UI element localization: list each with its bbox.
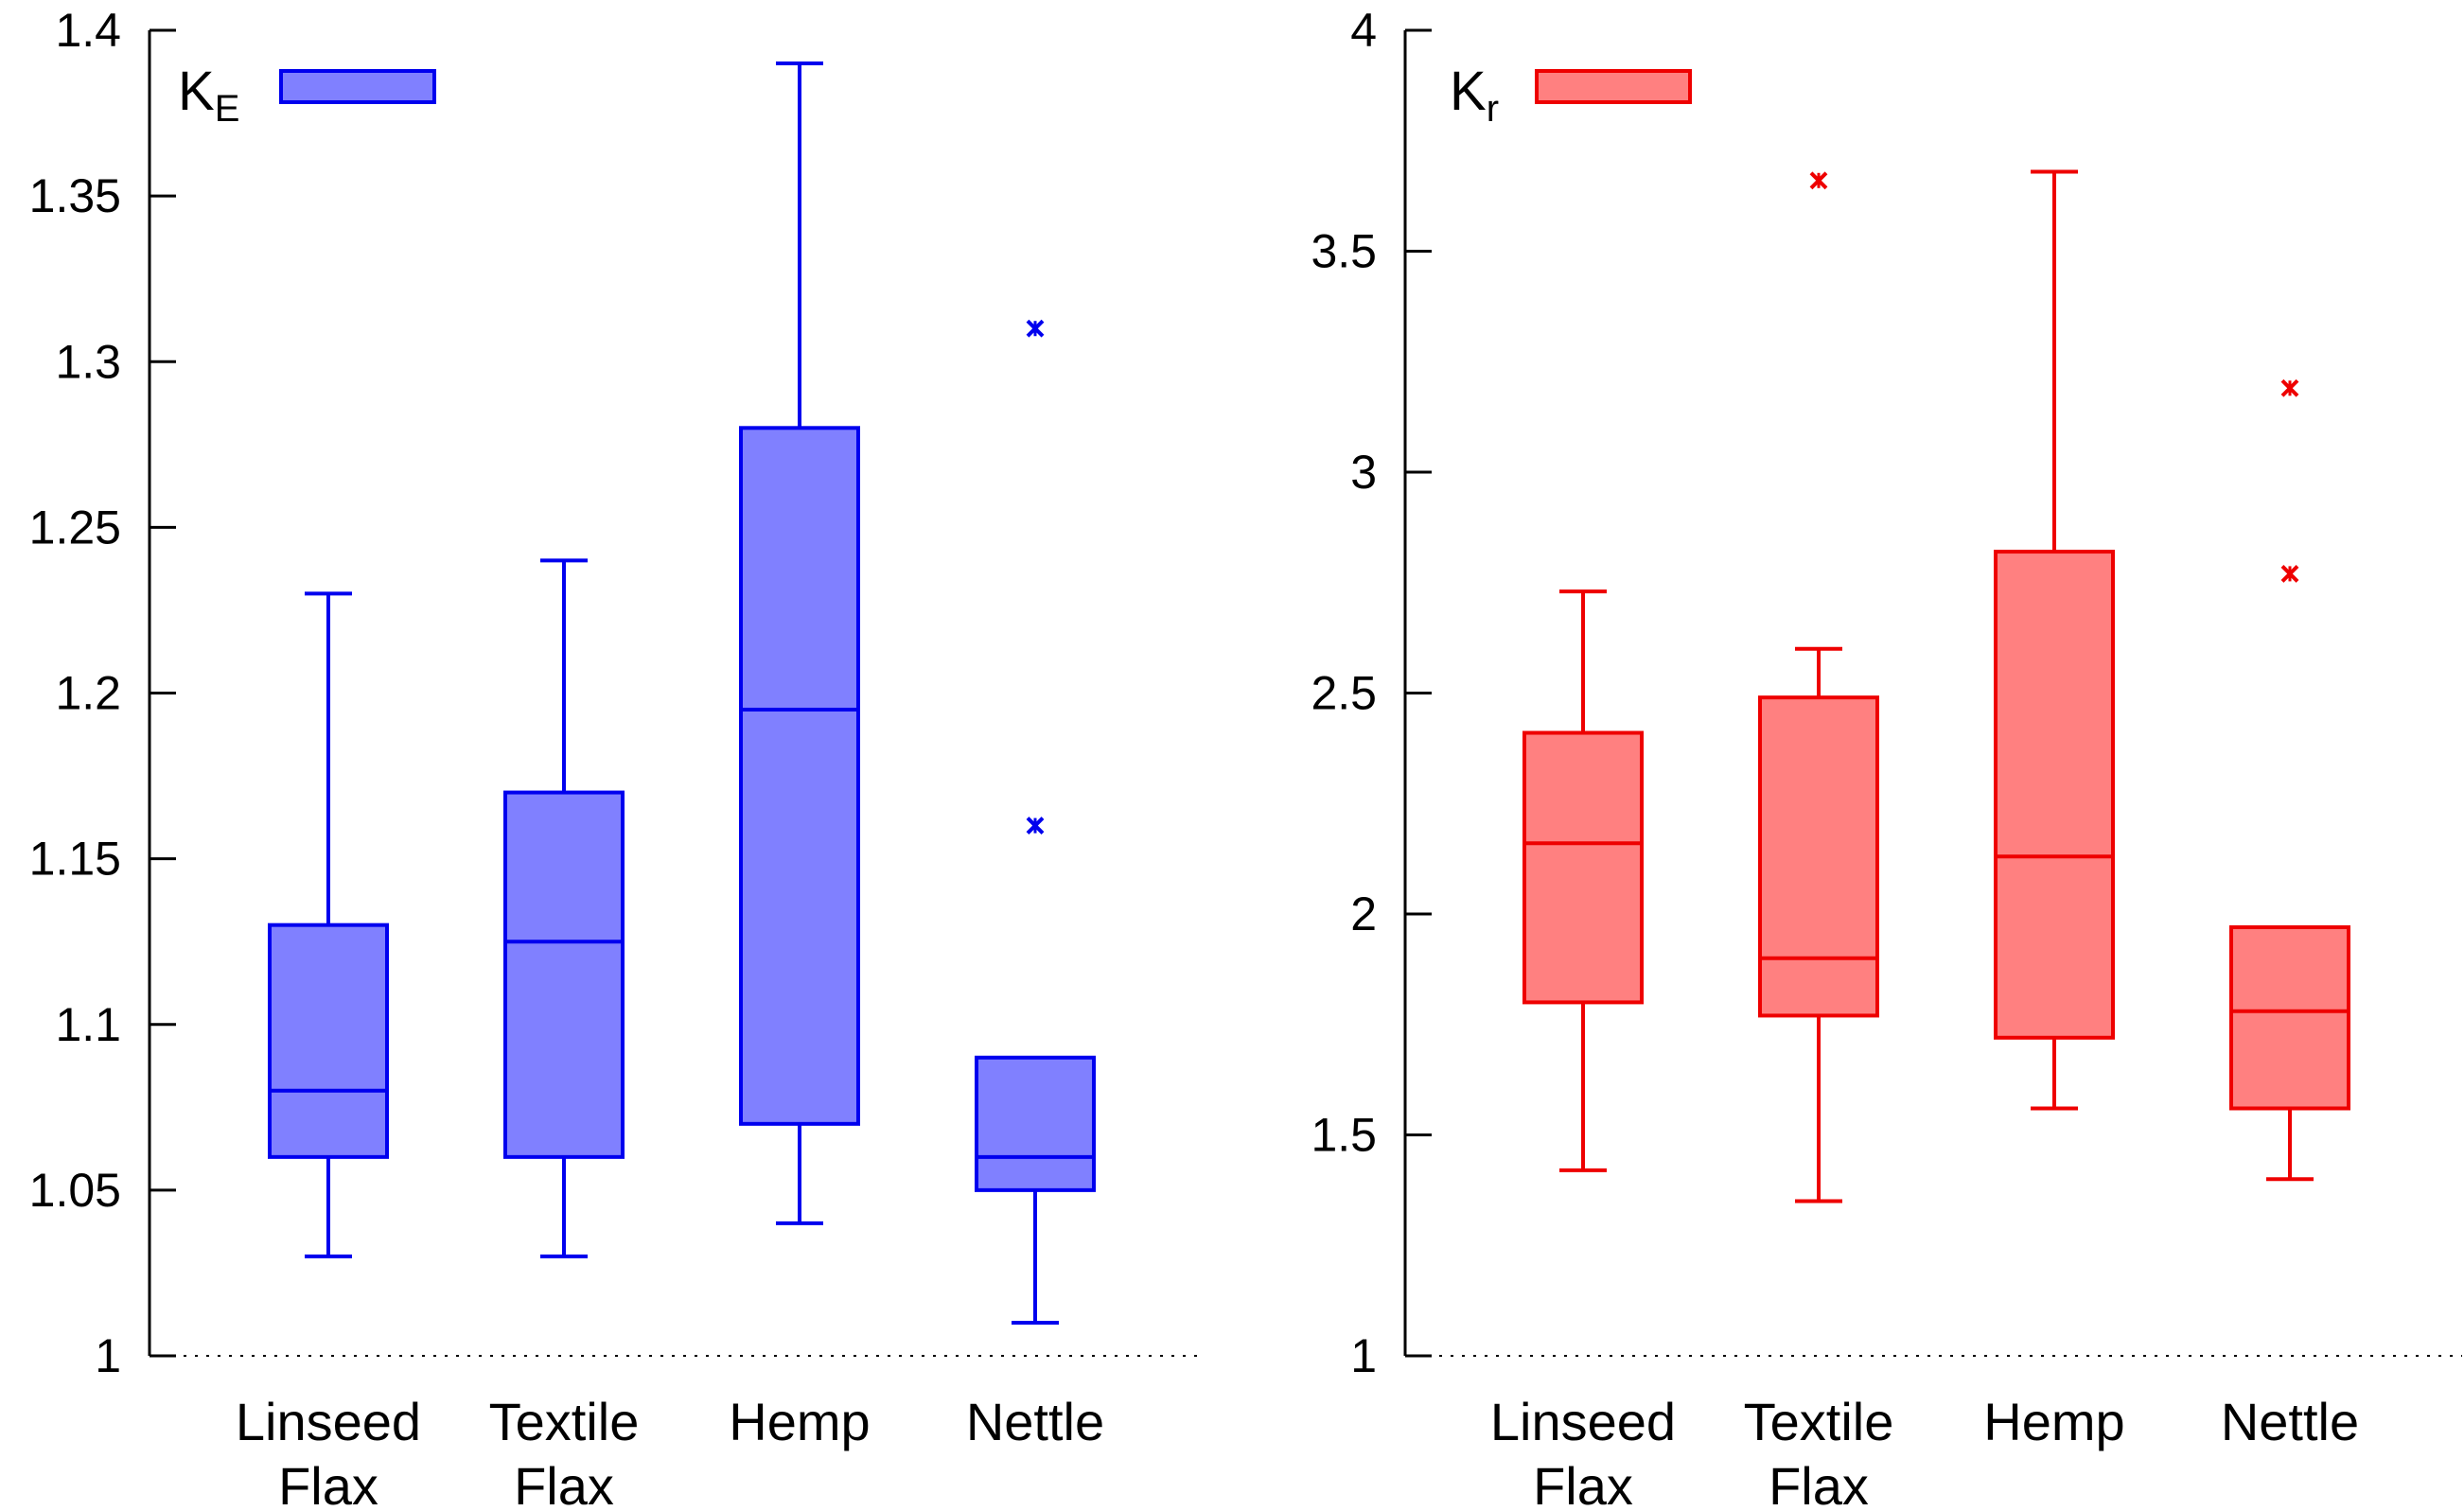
box-0 [1522,589,1644,1172]
y-tick-label: 3 [1350,446,1377,499]
legend-subscript: r [1487,88,1499,130]
left-panel-ke: 11.051.11.151.21.251.31.351.4LinseedFlax… [29,4,1205,1511]
y-tick-label: 1.5 [1311,1109,1377,1162]
outlier-point [1026,319,1045,338]
iqr-box [1522,730,1644,1005]
category-label-line1: Linseed [1490,1392,1676,1451]
legend-swatch [279,69,436,104]
box-3 [975,319,1096,1325]
category-label-line1: Textile [1744,1392,1894,1451]
y-tick-label: 2 [1350,887,1377,940]
y-tick-label: 1.15 [29,833,121,886]
outlier-point [1809,171,1828,190]
box-0 [268,591,389,1258]
outlier-point [2280,564,2299,583]
box-2 [739,61,860,1225]
y-tick-label: 3.5 [1311,225,1377,278]
y-tick-label: 1.2 [55,667,121,720]
iqr-box [1758,695,1879,1018]
y-tick-label: 1.4 [55,4,121,57]
iqr-box [2229,925,2350,1111]
category-label-line2: Flax [278,1456,378,1511]
legend-label: Kr [1450,61,1499,130]
category-label-line2: Flax [514,1456,614,1511]
category-label-line2: Flax [1769,1456,1869,1511]
y-tick-label: 1 [95,1329,121,1382]
y-tick-label: 1.3 [55,335,121,388]
iqr-box [503,790,625,1159]
box-1 [503,558,625,1258]
category-label-line2: Flax [1533,1456,1633,1511]
legend-subscript: E [215,88,240,130]
category-label-line1: Hemp [1983,1392,2124,1451]
iqr-box [268,922,389,1159]
y-tick-label: 1 [1350,1329,1377,1382]
category-label-line1: Nettle [2221,1392,2359,1451]
box-3 [2229,378,2350,1182]
iqr-box [975,1055,1096,1192]
y-tick-label: 1.25 [29,501,121,553]
y-tick-label: 1.35 [29,169,121,222]
legend-symbol: K [1450,61,1487,122]
outlier-point [2280,378,2299,397]
legend-label: KE [178,61,239,130]
legend-symbol: K [178,61,215,122]
y-tick-label: 4 [1350,4,1377,57]
category-label-line1: Textile [489,1392,640,1451]
category-label-line1: Hemp [729,1392,870,1451]
category-label-line1: Nettle [966,1392,1104,1451]
box-2 [1994,169,2115,1111]
iqr-box [739,426,860,1126]
box-1 [1758,171,1879,1204]
y-tick-label: 1.1 [55,998,121,1051]
legend-swatch [1535,69,1692,104]
category-label-line1: Linseed [236,1392,421,1451]
iqr-box [1994,550,2115,1040]
y-tick-label: 2.5 [1311,667,1377,720]
outlier-point [1026,817,1045,835]
y-tick-label: 1.05 [29,1164,121,1217]
